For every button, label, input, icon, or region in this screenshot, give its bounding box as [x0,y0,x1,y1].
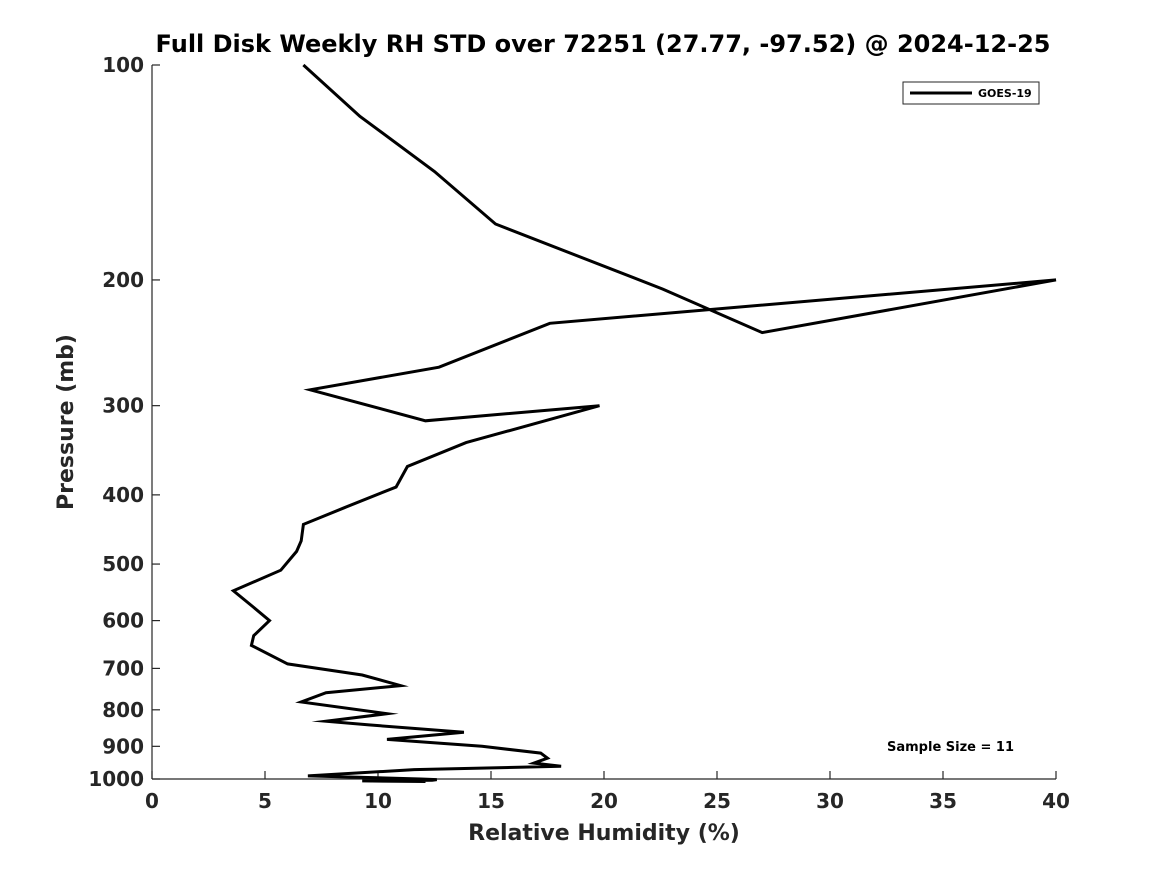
series-line-goes-19 [230,63,1057,783]
x-tick-label: 25 [703,789,731,813]
y-tick-label: 800 [102,698,144,722]
y-tick-label: 900 [102,734,144,758]
y-tick-label: 700 [102,656,144,680]
x-tick-label: 5 [258,789,272,813]
y-tick-label: 400 [102,483,144,507]
series-layer [230,63,1057,783]
y-tick-label: 1000 [88,767,144,791]
x-tick-label: 10 [364,789,392,813]
chart-title: Full Disk Weekly RH STD over 72251 (27.7… [156,30,1051,58]
x-tick-label: 0 [145,789,159,813]
y-axis: 100 200 300 400 500 600 700 800 900 1000 [88,53,160,791]
x-tick-label: 30 [816,789,844,813]
x-tick-label: 40 [1042,789,1070,813]
y-tick-label: 500 [102,552,144,576]
sample-size-annotation: Sample Size = 11 [887,740,1014,755]
y-tick-label: 200 [102,268,144,292]
x-axis-label: Relative Humidity (%) [468,821,740,846]
y-tick-label: 100 [102,53,144,77]
x-tick-label: 35 [929,789,957,813]
legend-label: GOES-19 [978,87,1032,100]
legend: GOES-19 [902,81,1040,105]
x-tick-label: 15 [477,789,505,813]
plot-area [152,65,1056,779]
x-tick-label: 20 [590,789,618,813]
y-tick-label: 300 [102,394,144,418]
x-axis: 0 5 10 15 20 25 30 35 40 [145,771,1070,813]
y-axis-label: Pressure (mb) [54,334,79,510]
y-tick-label: 600 [102,609,144,633]
